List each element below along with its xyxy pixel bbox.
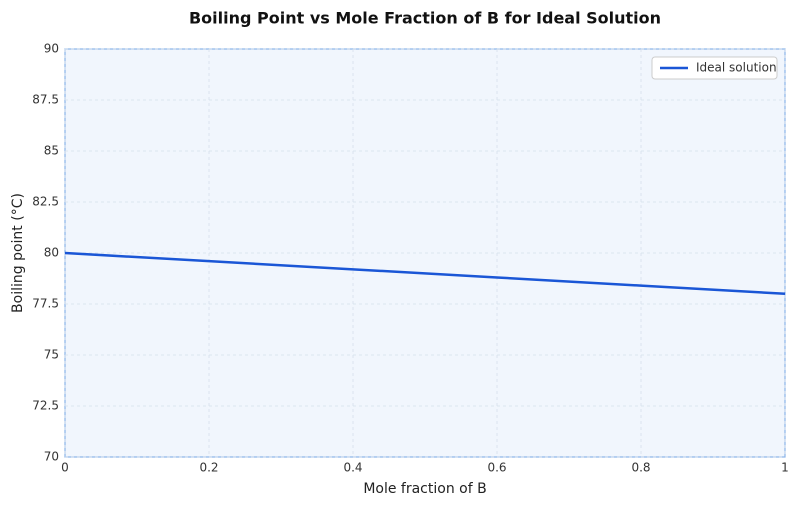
x-tick-label: 0 xyxy=(61,461,69,475)
y-tick-label: 75 xyxy=(44,348,59,362)
x-tick-label: 0.6 xyxy=(487,461,506,475)
y-axis-label: Boiling point (°C) xyxy=(10,193,26,313)
legend-label: Ideal solution xyxy=(696,61,777,75)
x-tick-label: 1 xyxy=(781,461,789,475)
x-axis-label: Mole fraction of B xyxy=(363,481,486,497)
y-tick-label: 72.5 xyxy=(32,399,59,413)
y-tick-label: 77.5 xyxy=(32,297,59,311)
chart-title: Boiling Point vs Mole Fraction of B for … xyxy=(189,9,661,28)
y-tick-label: 70 xyxy=(44,450,59,464)
x-tick-label: 0.2 xyxy=(199,461,218,475)
legend-box xyxy=(651,56,778,80)
x-tick-label: 0.4 xyxy=(343,461,362,475)
y-tick-label: 82.5 xyxy=(32,195,59,209)
y-tick-label: 80 xyxy=(44,246,59,260)
y-tick-label: 90 xyxy=(44,42,59,56)
y-tick-label: 85 xyxy=(44,144,59,158)
y-tick-label: 87.5 xyxy=(32,93,59,107)
data-line xyxy=(64,251,786,296)
x-tick-label: 0.8 xyxy=(631,461,650,475)
